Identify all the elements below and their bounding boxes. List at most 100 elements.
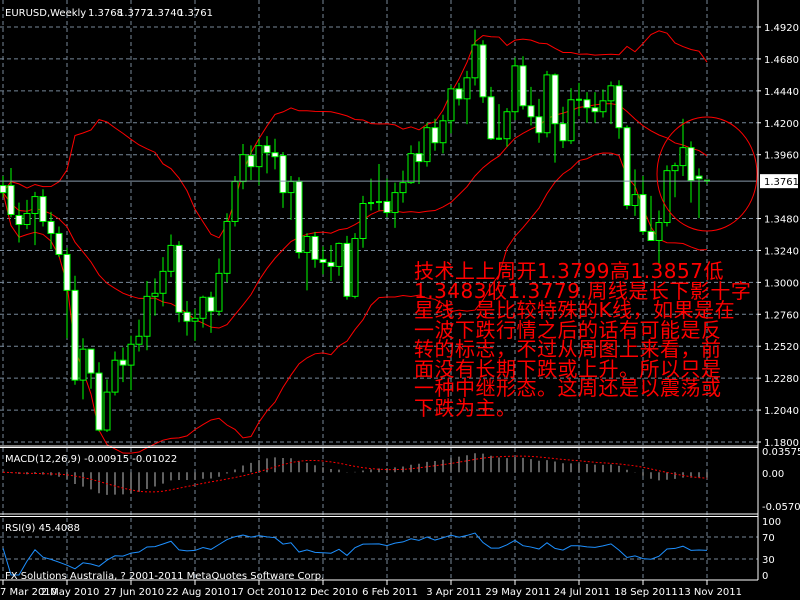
date-tick-label: 7 Mar 2010	[0, 587, 57, 598]
candle-body	[655, 222, 663, 241]
date-tick-label: 13 Nov 2011	[678, 587, 742, 598]
candle-body	[487, 96, 495, 140]
candle-body	[295, 181, 303, 253]
candle-body	[247, 155, 255, 168]
date-tick-label: 2 May 2010	[41, 587, 100, 598]
candle-body	[447, 88, 455, 122]
candle-body	[335, 242, 343, 267]
candle-body	[127, 343, 135, 366]
price-tick-label: 1.4680	[764, 55, 799, 66]
candle-body	[39, 196, 47, 222]
candle-body	[455, 88, 463, 100]
candle-body	[511, 65, 519, 113]
candle-body	[215, 272, 223, 312]
macd-label: MACD(12,26,9) -0.00915 -0.01022	[5, 454, 177, 465]
date-tick-label: 12 Dec 2010	[294, 587, 358, 598]
macd-panel	[2, 453, 708, 495]
rsi-tick-label: 0	[762, 571, 768, 582]
candle-body	[463, 77, 471, 100]
candle-body	[663, 170, 671, 224]
chart-header-low: 1.3740	[148, 8, 183, 19]
candle-body	[207, 296, 215, 312]
candle-body	[143, 295, 151, 337]
candle-body	[319, 258, 327, 263]
candle-body	[223, 220, 231, 274]
rsi-panel	[2, 532, 708, 576]
candle-body	[399, 182, 407, 194]
date-tick-label: 6 Feb 2011	[362, 587, 418, 598]
candle-body	[263, 145, 271, 154]
date-tick-label: 3 Apr 2011	[426, 587, 481, 598]
candle-body	[479, 44, 487, 98]
chart-header-close: 1.3761	[178, 8, 213, 19]
candle-body	[167, 244, 175, 272]
candle-body	[607, 85, 615, 102]
candle-body	[527, 105, 535, 118]
candle-body	[695, 175, 703, 180]
upper-band	[2, 30, 708, 239]
candle-body	[287, 181, 295, 194]
candle-body	[87, 348, 95, 374]
candle-body	[111, 359, 119, 393]
price-tick-label: 1.2040	[764, 406, 799, 417]
candle-body	[23, 212, 31, 226]
rsi-line	[2, 532, 708, 576]
candle-body	[639, 194, 647, 232]
candle-body	[583, 99, 591, 109]
chart-header-open: 1.3768	[88, 8, 123, 19]
note-line: 星线，是比较特殊的K线，如果是在	[414, 298, 736, 322]
candle-body	[0, 185, 7, 194]
price-tick-label: 1.3000	[764, 278, 799, 289]
candle-body	[191, 317, 199, 322]
rsi-label: RSI(9) 45.4088	[5, 523, 80, 534]
candle-body	[151, 292, 159, 297]
candle-body	[271, 152, 279, 158]
candle-body	[439, 120, 447, 144]
candle-body	[95, 372, 103, 431]
price-tick-label: 1.2520	[764, 342, 799, 353]
analysis-note: 技术上上周开1.3799高1.3857低 1.3483收1.3779.周线是长下…	[414, 261, 759, 420]
note-line: 面没有长期下跌或上升。所以只是	[414, 356, 722, 381]
candle-body	[599, 100, 607, 113]
date-tick-label: 27 Jun 2010	[104, 587, 164, 598]
price-tick-label: 1.4920	[764, 23, 799, 34]
candle-body	[279, 155, 287, 194]
note-line: 一波下跌行情之后的话有可能是反	[414, 317, 722, 342]
note-line: 下跌为主。	[414, 395, 517, 420]
chart-header-symbol: EURUSD,Weekly	[5, 8, 86, 19]
annotation-circle	[656, 116, 758, 232]
price-tick-label: 1.3960	[764, 151, 799, 162]
candle-body	[567, 99, 575, 142]
candle-body	[7, 185, 15, 216]
rsi-tick-label: 70	[762, 533, 775, 544]
candle-body	[135, 335, 143, 345]
candle-body	[423, 127, 431, 163]
candle-body	[47, 220, 55, 234]
candle-body	[79, 348, 87, 381]
date-tick-label: 18 Sep 2011	[614, 587, 677, 598]
lower-band	[2, 152, 708, 454]
candle-body	[159, 270, 167, 294]
note-line: 1.3483收1.3779.周线是长下影十字	[414, 278, 752, 303]
candle-body	[543, 74, 551, 134]
candle-body	[303, 235, 311, 253]
candle-body	[391, 192, 399, 214]
current-price-label: 1.3761	[764, 177, 799, 188]
copyright: FX Solutions Australia, ? 2001-2011 Meta…	[5, 571, 324, 582]
candle-body	[175, 244, 183, 313]
date-tick-label: 22 Aug 2010	[166, 587, 230, 598]
note-line: 一种中继形态。这周还是以震荡或	[414, 376, 722, 400]
date-tick-label: 24 Jul 2011	[554, 587, 611, 598]
macd-tick-label: 0.03575	[762, 447, 800, 458]
candle-body	[63, 253, 71, 291]
candle-body	[199, 296, 207, 319]
price-tick-label: 1.4200	[764, 119, 799, 130]
candle-body	[415, 153, 423, 163]
chart-header-high: 1.3772	[118, 8, 153, 19]
price-tick-label: 1.4440	[764, 87, 799, 98]
rsi-tick-label: 100	[762, 517, 781, 528]
candle-body	[343, 242, 351, 297]
candles[interactable]	[0, 29, 710, 433]
rsi-tick-label: 30	[762, 555, 775, 566]
